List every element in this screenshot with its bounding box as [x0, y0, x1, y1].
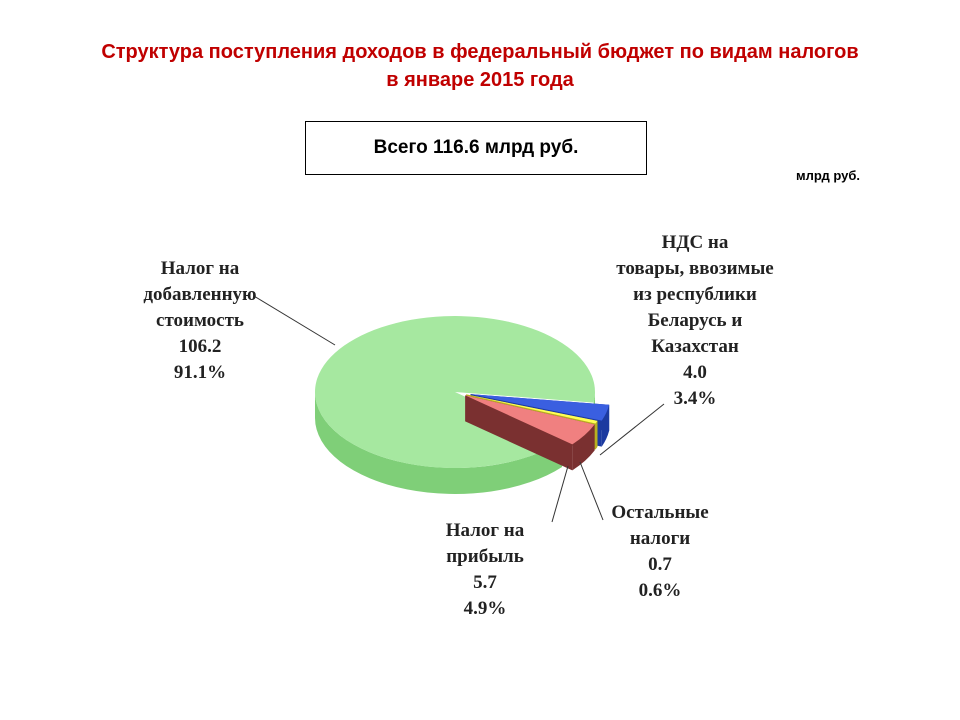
label-other-name-2: налоги — [629, 528, 691, 549]
title-line-1: Структура поступления доходов в федераль… — [101, 41, 859, 63]
total-box: Всего 116.6 млрд руб. — [305, 121, 647, 175]
label-vat-value: 106.2 — [178, 336, 222, 357]
label-other-value: 0.7 — [648, 554, 672, 575]
label-other-name-1: Остальные — [611, 502, 709, 523]
label-profit-name-2: прибыль — [446, 546, 524, 567]
label-import-name-3: из республики — [633, 284, 757, 305]
pie-slice-profit-tax — [465, 395, 595, 471]
total-text: Всего 116.6 млрд руб. — [373, 137, 579, 158]
label-profit-value: 5.7 — [473, 572, 497, 593]
label-other-taxes: Остальные налоги 0.7 0.6% — [585, 500, 735, 604]
label-vat-name-1: Налог на — [160, 258, 240, 279]
chart-title: Структура поступления доходов в федераль… — [0, 38, 960, 94]
label-vat: Налог на добавленную стоимость 106.2 91.… — [100, 256, 300, 386]
label-import-name-4: Беларусь и — [647, 310, 743, 331]
leader-line-import-vat — [599, 403, 665, 456]
label-other-percent: 0.6% — [638, 580, 682, 601]
unit-label: млрд руб. — [796, 168, 860, 183]
label-import-vat: НДС на товары, ввозимые из республики Бе… — [590, 230, 800, 412]
label-vat-percent: 91.1% — [173, 362, 227, 383]
label-vat-name-2: добавленную — [143, 284, 257, 305]
label-import-name-5: Казахстан — [651, 336, 739, 357]
label-import-name-2: товары, ввозимые — [616, 258, 774, 279]
label-profit-name-1: Налог на — [445, 520, 525, 541]
title-line-2: в январе 2015 года — [386, 69, 574, 91]
leader-line-profit-tax — [551, 465, 569, 523]
label-import-name-1: НДС на — [661, 232, 729, 253]
label-import-value: 4.0 — [683, 362, 707, 383]
label-vat-name-3: стоимость — [156, 310, 244, 331]
label-profit-tax: Налог на прибыль 5.7 4.9% — [405, 518, 565, 622]
label-profit-percent: 4.9% — [463, 598, 507, 619]
leader-line-other-taxes — [579, 461, 604, 521]
leader-line-vat — [253, 295, 336, 346]
label-import-percent: 3.4% — [673, 388, 717, 409]
